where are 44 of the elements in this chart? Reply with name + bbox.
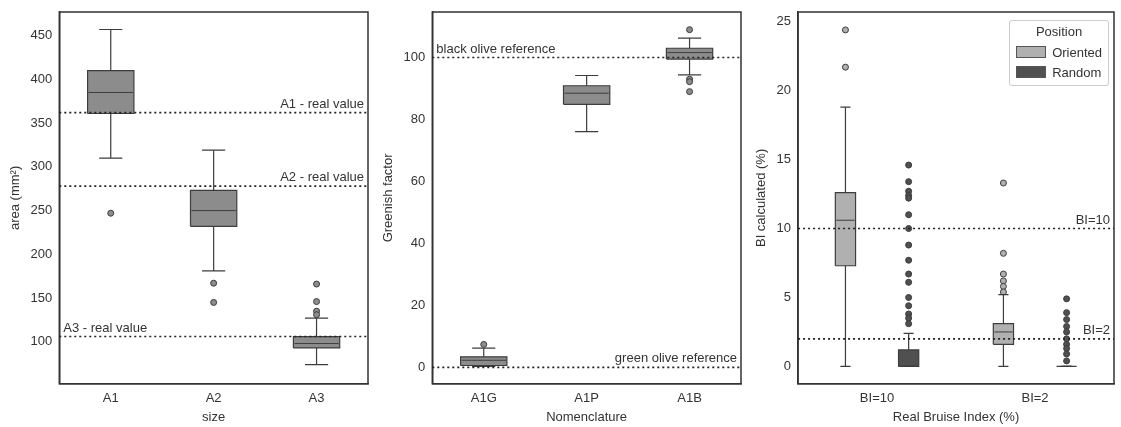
y-tick-label: 100 xyxy=(403,49,426,65)
x-tick-label: BI=10 xyxy=(859,390,895,406)
y-tick-label: 250 xyxy=(30,202,53,218)
ref-line-label: BI=10 xyxy=(1075,211,1110,227)
ref-line-label: A1 - real value xyxy=(280,95,364,111)
x-axis-title: Nomenclature xyxy=(546,408,628,424)
x-tick-label: A1P xyxy=(574,390,599,406)
x-axis-title: Real Bruise Index (%) xyxy=(892,408,1020,424)
y-axis-title: area (mm²) xyxy=(7,165,23,231)
y-tick-label: 60 xyxy=(410,173,426,189)
ref-line-label: BI=2 xyxy=(1082,321,1110,337)
ref-line-label: green olive reference xyxy=(614,350,737,366)
legend-label: Random xyxy=(1052,64,1102,80)
x-tick-label: BI=2 xyxy=(1021,390,1049,406)
y-tick-label: 400 xyxy=(30,70,53,86)
legend-label: Oriented xyxy=(1052,44,1102,60)
y-tick-label: 200 xyxy=(30,245,53,261)
y-tick-label: 20 xyxy=(776,82,792,98)
ref-line-label: A3 - real value xyxy=(63,319,148,335)
y-tick-label: 10 xyxy=(776,220,792,236)
y-tick-label: 20 xyxy=(410,296,426,312)
y-tick-label: 150 xyxy=(30,289,53,305)
ref-line-label: A2 - real value xyxy=(280,169,364,185)
y-tick-label: 40 xyxy=(410,235,426,251)
y-tick-label: 100 xyxy=(30,333,53,349)
y-axis-title: Greenish factor xyxy=(380,152,396,243)
legend-title: Position xyxy=(1034,24,1084,39)
x-tick-label: A1 xyxy=(102,390,119,406)
y-tick-label: 0 xyxy=(783,358,792,373)
y-tick-label: 350 xyxy=(30,114,53,130)
x-tick-label: A2 xyxy=(205,390,222,406)
x-tick-label: A1G xyxy=(470,390,497,406)
y-tick-label: 5 xyxy=(783,289,792,305)
y-axis-title: BI calculated (%) xyxy=(753,148,769,248)
x-tick-label: A1B xyxy=(677,390,702,406)
y-tick-label: 300 xyxy=(30,158,53,174)
y-tick-label: 80 xyxy=(410,111,426,127)
x-axis-title: size xyxy=(202,408,226,424)
y-tick-label: 15 xyxy=(776,151,792,167)
y-tick-label: 25 xyxy=(776,13,792,29)
y-tick-label: 0 xyxy=(418,358,426,374)
y-tick-label: 450 xyxy=(30,27,53,43)
ref-line-label: black olive reference xyxy=(436,40,556,56)
x-tick-label: A3 xyxy=(308,390,325,406)
